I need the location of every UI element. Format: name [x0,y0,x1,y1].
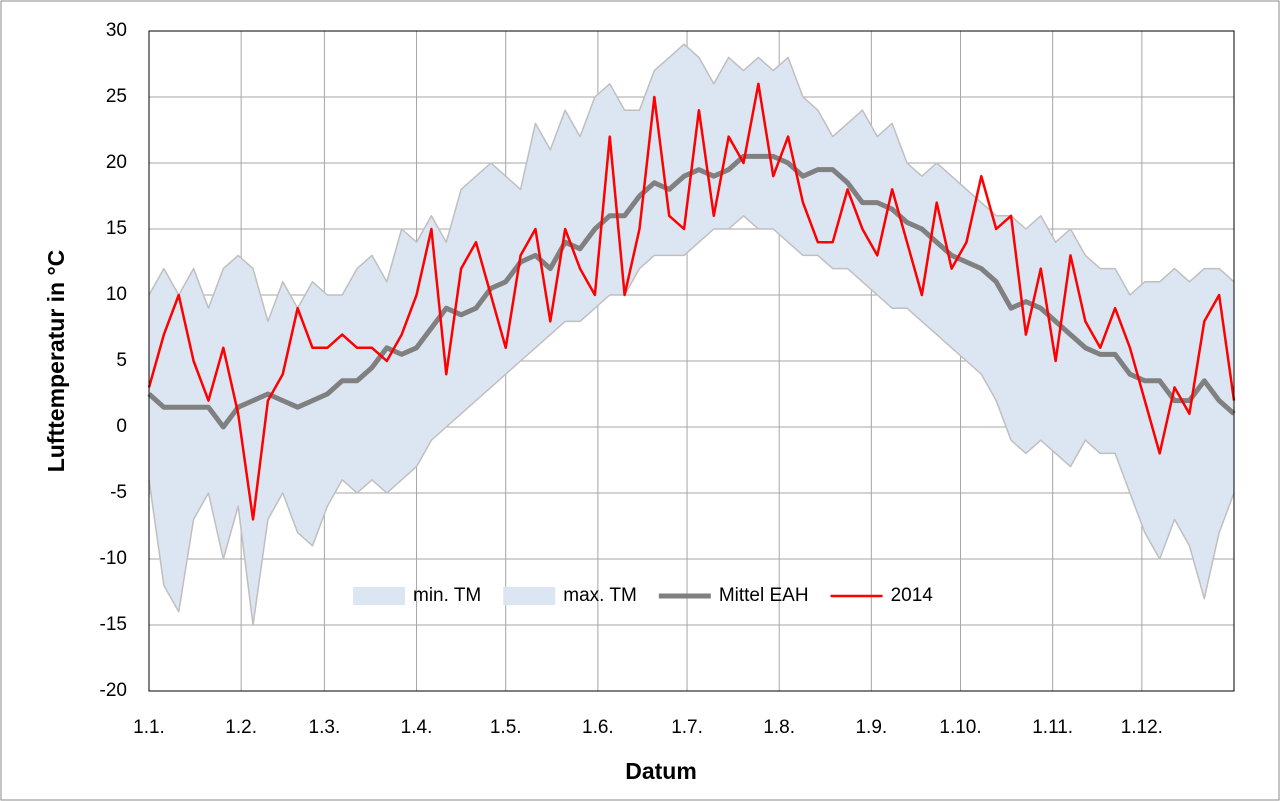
legend-label: Mittel EAH [719,585,809,606]
x-tick-label: 1.4. [401,717,433,738]
legend-label: max. TM [563,585,637,606]
x-tick-label: 1.7. [671,717,703,738]
x-tick-label: 1.9. [855,717,887,738]
y-tick-label: -10 [100,548,127,569]
series-line [148,43,1235,323]
series-line [148,215,1235,626]
x-tick-label: 1.8. [763,717,795,738]
x-tick-label: 1.2. [225,717,257,738]
x-tick-label: 1.11. [1032,717,1073,738]
y-tick-label: 30 [106,20,127,41]
legend-label: min. TM [413,585,481,606]
y-tick-label: -20 [100,680,127,701]
y-tick-label: 5 [116,350,127,371]
legend-swatch [503,587,556,605]
legend: min. TM max. TM Mittel EAH 2014 [353,585,933,606]
x-tick-label: 1.12. [1121,717,1163,738]
y-tick-label: 25 [106,86,127,107]
x-axis-title: Datum [625,758,697,784]
x-tick-label: 1.1. [133,717,165,738]
y-tick-label: 0 [116,416,127,437]
legend-swatch [353,587,405,605]
legend-label: 2014 [891,585,934,606]
range-band [149,44,1234,625]
x-tick-label: 1.5. [490,717,522,738]
y-tick-label: -5 [110,482,127,503]
x-tick-label: 1.6. [582,717,614,738]
y-axis-title: Lufttemperatur in °C [43,250,69,473]
y-tick-label: -15 [100,614,127,635]
y-tick-label: 20 [106,152,127,173]
x-tick-label: 1.10. [939,717,981,738]
y-tick-label: 15 [106,218,127,239]
x-tick-label: 1.3. [309,717,341,738]
y-tick-label: 10 [106,284,127,305]
plot [147,43,1236,626]
plot-border [148,30,1235,692]
series-line [147,82,1236,521]
